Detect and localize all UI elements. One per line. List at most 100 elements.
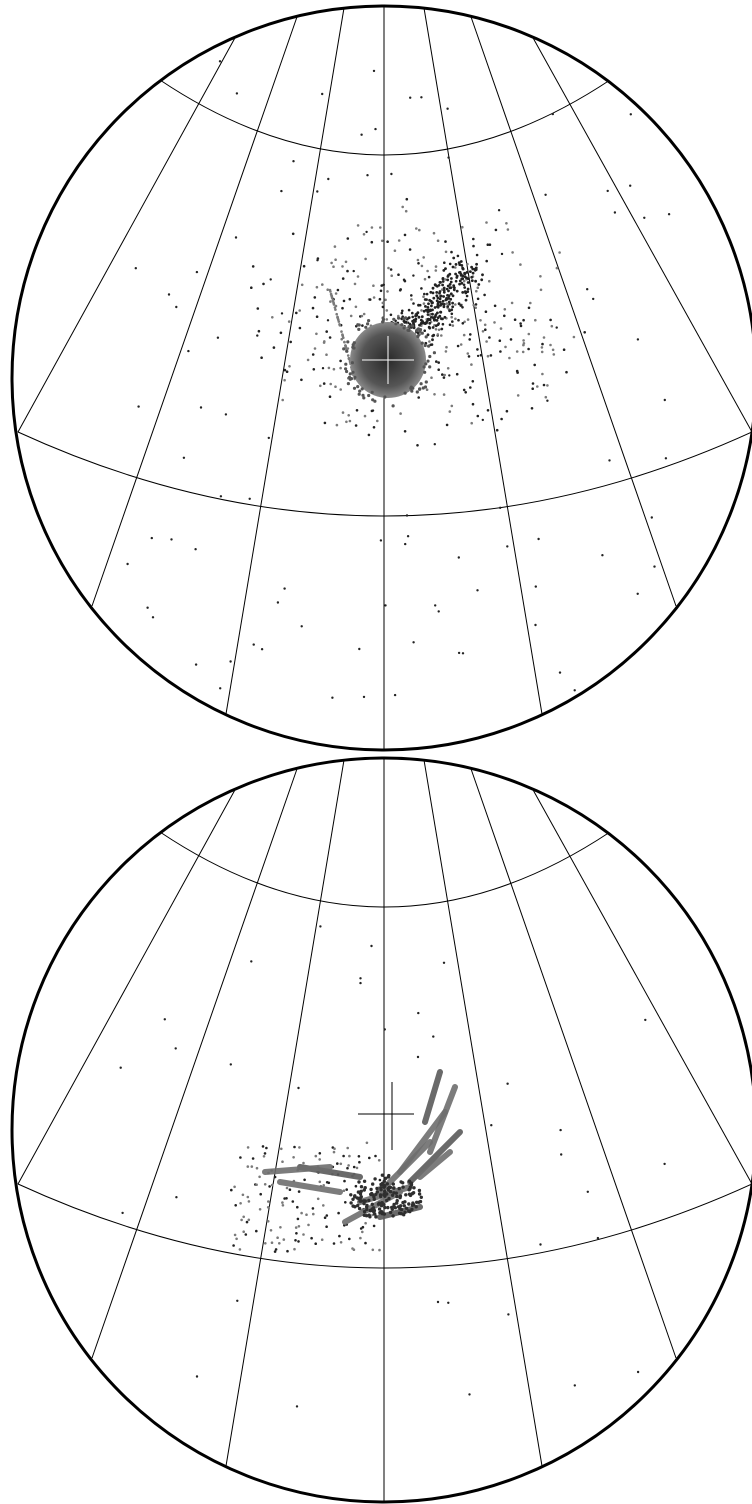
knot-point [417, 1188, 422, 1193]
tail-point [279, 1226, 282, 1229]
tail-point [283, 1197, 286, 1200]
cloud-point [510, 301, 514, 305]
cloud-point [456, 344, 460, 348]
cloud-point [326, 288, 330, 292]
cloud-point [443, 373, 447, 377]
cloud-point [322, 382, 326, 385]
arm-point [465, 271, 469, 274]
cloud-point [279, 331, 283, 335]
scatter-point [134, 267, 137, 270]
cloud-point [516, 371, 519, 374]
knot-point [372, 1209, 376, 1214]
cloud-point [494, 228, 498, 232]
scatter-point [360, 133, 363, 136]
cloud-point [416, 258, 420, 262]
arm-point [414, 314, 417, 318]
scatter-point [359, 977, 362, 980]
arm-point [447, 294, 451, 298]
arm-point [470, 279, 474, 282]
cloud-point [462, 279, 466, 283]
blob-edge-point [424, 362, 428, 366]
cloud-point [485, 340, 488, 343]
knot-point [353, 1194, 357, 1198]
arm-point [431, 291, 435, 295]
tail-point [239, 1156, 242, 1159]
scatter-point [276, 601, 280, 604]
arm-point [460, 264, 464, 267]
cloud-point [488, 243, 492, 246]
cloud-point [416, 444, 419, 447]
cloud-point [450, 250, 453, 254]
knot-point [398, 1195, 402, 1200]
arm-point [416, 311, 420, 315]
scatter-point [151, 616, 155, 619]
knot-point [382, 1212, 387, 1216]
cloud-point [393, 249, 397, 252]
cloud-point [442, 393, 446, 396]
cloud-point [549, 318, 552, 322]
arm-point [463, 272, 467, 276]
knot-point [401, 1200, 405, 1205]
tail-point [288, 1188, 292, 1191]
arm-point [436, 300, 440, 304]
knot-point [408, 1193, 413, 1198]
tail-point [241, 1193, 245, 1197]
arm-point [448, 272, 452, 276]
cloud-point [457, 318, 460, 322]
blob-edge-point [356, 385, 360, 389]
knot-point [367, 1198, 371, 1203]
streak-point [346, 354, 350, 357]
scatter-point [559, 1128, 562, 1132]
cloud-point [412, 302, 415, 305]
cloud-point [283, 378, 286, 382]
knot-point [395, 1201, 399, 1205]
cloud-point [444, 350, 448, 353]
center-crosshair [362, 336, 414, 384]
cloud-point [493, 304, 497, 308]
meridian-line-1 [17, 787, 237, 1185]
knot-point [378, 1193, 383, 1197]
tail-point [244, 1233, 248, 1236]
cloud-point [555, 266, 559, 270]
blob-edge-point [352, 341, 356, 345]
blob-edge-point [358, 389, 362, 393]
scatter-point [476, 589, 479, 592]
cloud-point [354, 424, 358, 427]
cloud-point [329, 382, 333, 386]
cloud-point [417, 262, 420, 265]
cloud-point [505, 222, 508, 225]
knot-point [359, 1185, 364, 1189]
cloud-point [256, 307, 260, 310]
cloud-point [509, 338, 513, 341]
arm-point [441, 277, 445, 280]
scatter-point [499, 506, 502, 509]
globe-outline [10, 4, 752, 752]
cloud-point [422, 295, 425, 299]
arm-point [431, 326, 435, 329]
cloud-point [315, 285, 319, 289]
tail-point [273, 1250, 277, 1253]
arm-point [471, 271, 475, 275]
scatter-point [436, 1300, 440, 1304]
knot-point [417, 1192, 422, 1196]
tail-point [261, 1145, 265, 1148]
scatter-point [175, 305, 178, 309]
knot-point [402, 1213, 406, 1217]
scatter-point [137, 405, 140, 408]
tail-point [259, 1192, 263, 1196]
tail-point [302, 1233, 305, 1236]
tail-point [258, 1175, 261, 1179]
cloud-point [295, 311, 298, 315]
cloud-point [511, 251, 514, 254]
tail-point [347, 1164, 350, 1167]
tail-point [262, 1155, 266, 1158]
cloud-point [550, 324, 554, 328]
knot-point [410, 1207, 414, 1212]
cloud-point [408, 248, 412, 251]
knot-point [402, 1204, 406, 1208]
tail-point [339, 1162, 343, 1166]
scatter-point [664, 457, 668, 460]
tail-point [357, 1155, 361, 1158]
cloud-point [521, 350, 525, 354]
